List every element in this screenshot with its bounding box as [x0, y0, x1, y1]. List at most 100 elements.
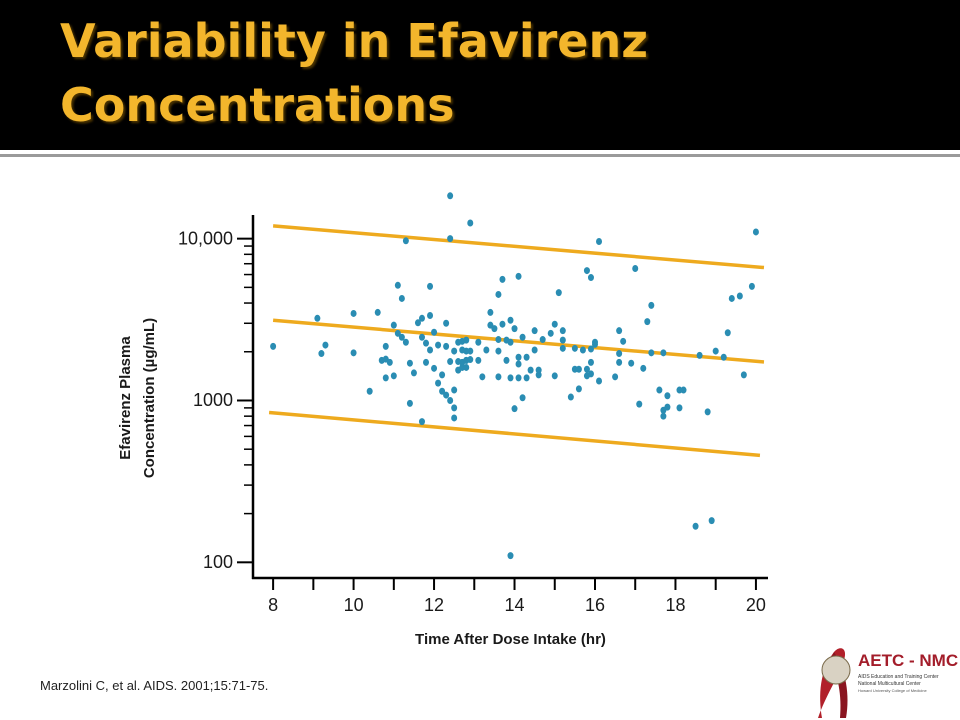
data-point: [640, 364, 647, 372]
data-point: [587, 358, 594, 366]
data-point: [648, 301, 655, 309]
data-point: [318, 350, 325, 358]
data-point: [664, 392, 671, 400]
fit-line: [272, 318, 765, 364]
y-axis-label: Efavirenz Plasma: [117, 336, 134, 460]
data-point: [382, 374, 389, 382]
data-point: [435, 379, 442, 387]
data-point: [386, 358, 393, 366]
data-point: [495, 336, 502, 344]
data-point: [527, 366, 534, 374]
data-point: [475, 338, 482, 346]
x-tick-label: 18: [665, 595, 685, 615]
data-point: [523, 353, 530, 361]
data-point: [712, 347, 719, 355]
data-point: [427, 282, 434, 290]
data-point: [390, 372, 397, 380]
data-point: [720, 353, 727, 361]
data-point: [539, 336, 546, 344]
data-point: [406, 399, 413, 407]
slide-title: Concentrations: [60, 78, 455, 132]
data-point: [515, 360, 522, 368]
data-point: [463, 363, 470, 371]
data-point: [451, 414, 458, 422]
logo-name: AETC - NMC: [858, 651, 958, 670]
data-point: [551, 372, 558, 380]
logo-text: Howard University College of Medicine: [858, 688, 927, 693]
data-point: [511, 325, 518, 333]
data-point: [511, 405, 518, 413]
data-point: [350, 309, 357, 317]
data-point: [402, 338, 409, 346]
x-axis-label: Time After Dose Intake (hr): [415, 631, 606, 648]
data-point: [535, 366, 542, 374]
data-point: [503, 356, 510, 364]
data-point: [443, 319, 450, 327]
data-point: [350, 349, 357, 357]
data-point: [487, 308, 494, 316]
data-point: [427, 346, 434, 354]
data-point: [571, 344, 578, 352]
data-point: [628, 359, 635, 367]
data-point: [475, 356, 482, 364]
data-point: [632, 264, 639, 272]
y-axis-label: Concentration (µg/mL): [141, 318, 158, 478]
data-point: [567, 393, 574, 401]
data-point: [499, 320, 506, 328]
data-point: [499, 275, 506, 283]
data-point: [555, 289, 562, 297]
x-tick-label: 16: [585, 595, 605, 615]
data-point: [612, 373, 619, 381]
data-point: [704, 408, 711, 416]
data-point: [616, 350, 623, 358]
data-point: [507, 552, 514, 560]
data-point: [551, 320, 558, 328]
data-point: [740, 371, 747, 379]
data-point: [427, 312, 434, 320]
data-point: [443, 391, 450, 399]
data-point: [394, 329, 401, 337]
data-point: [394, 281, 401, 289]
x-tick-label: 12: [424, 595, 444, 615]
data-point: [587, 345, 594, 353]
data-point: [587, 370, 594, 378]
data-point: [547, 329, 554, 337]
data-point: [523, 374, 530, 382]
data-point: [467, 356, 474, 364]
data-point: [418, 418, 425, 426]
data-point: [515, 353, 522, 361]
data-point: [736, 292, 743, 300]
title-bar: [0, 0, 960, 150]
x-tick-label: 14: [505, 595, 525, 615]
data-point: [398, 333, 405, 341]
data-point: [559, 327, 566, 335]
slide-title: Variability in Efavirenz: [60, 14, 649, 68]
data-point: [314, 314, 321, 322]
data-point: [696, 351, 703, 359]
data-point: [491, 325, 498, 333]
fit-line: [268, 410, 761, 458]
data-point: [423, 358, 430, 366]
data-point: [724, 329, 731, 337]
data-point: [431, 364, 438, 372]
data-point: [519, 394, 526, 402]
data-point: [656, 386, 663, 394]
data-point: [587, 274, 594, 282]
data-point: [495, 290, 502, 298]
y-tick-label: 1000: [193, 390, 233, 410]
data-point: [439, 387, 446, 395]
data-point: [398, 294, 405, 302]
data-point: [435, 341, 442, 349]
data-point: [447, 192, 454, 200]
data-point: [467, 347, 474, 355]
data-point: [479, 373, 486, 381]
data-point: [447, 396, 454, 404]
data-point: [467, 219, 474, 227]
data-point: [423, 339, 430, 347]
fit-line: [272, 224, 765, 270]
data-point: [664, 403, 671, 411]
logo-text: National Multicultural Center: [858, 681, 921, 687]
data-point: [748, 282, 755, 290]
